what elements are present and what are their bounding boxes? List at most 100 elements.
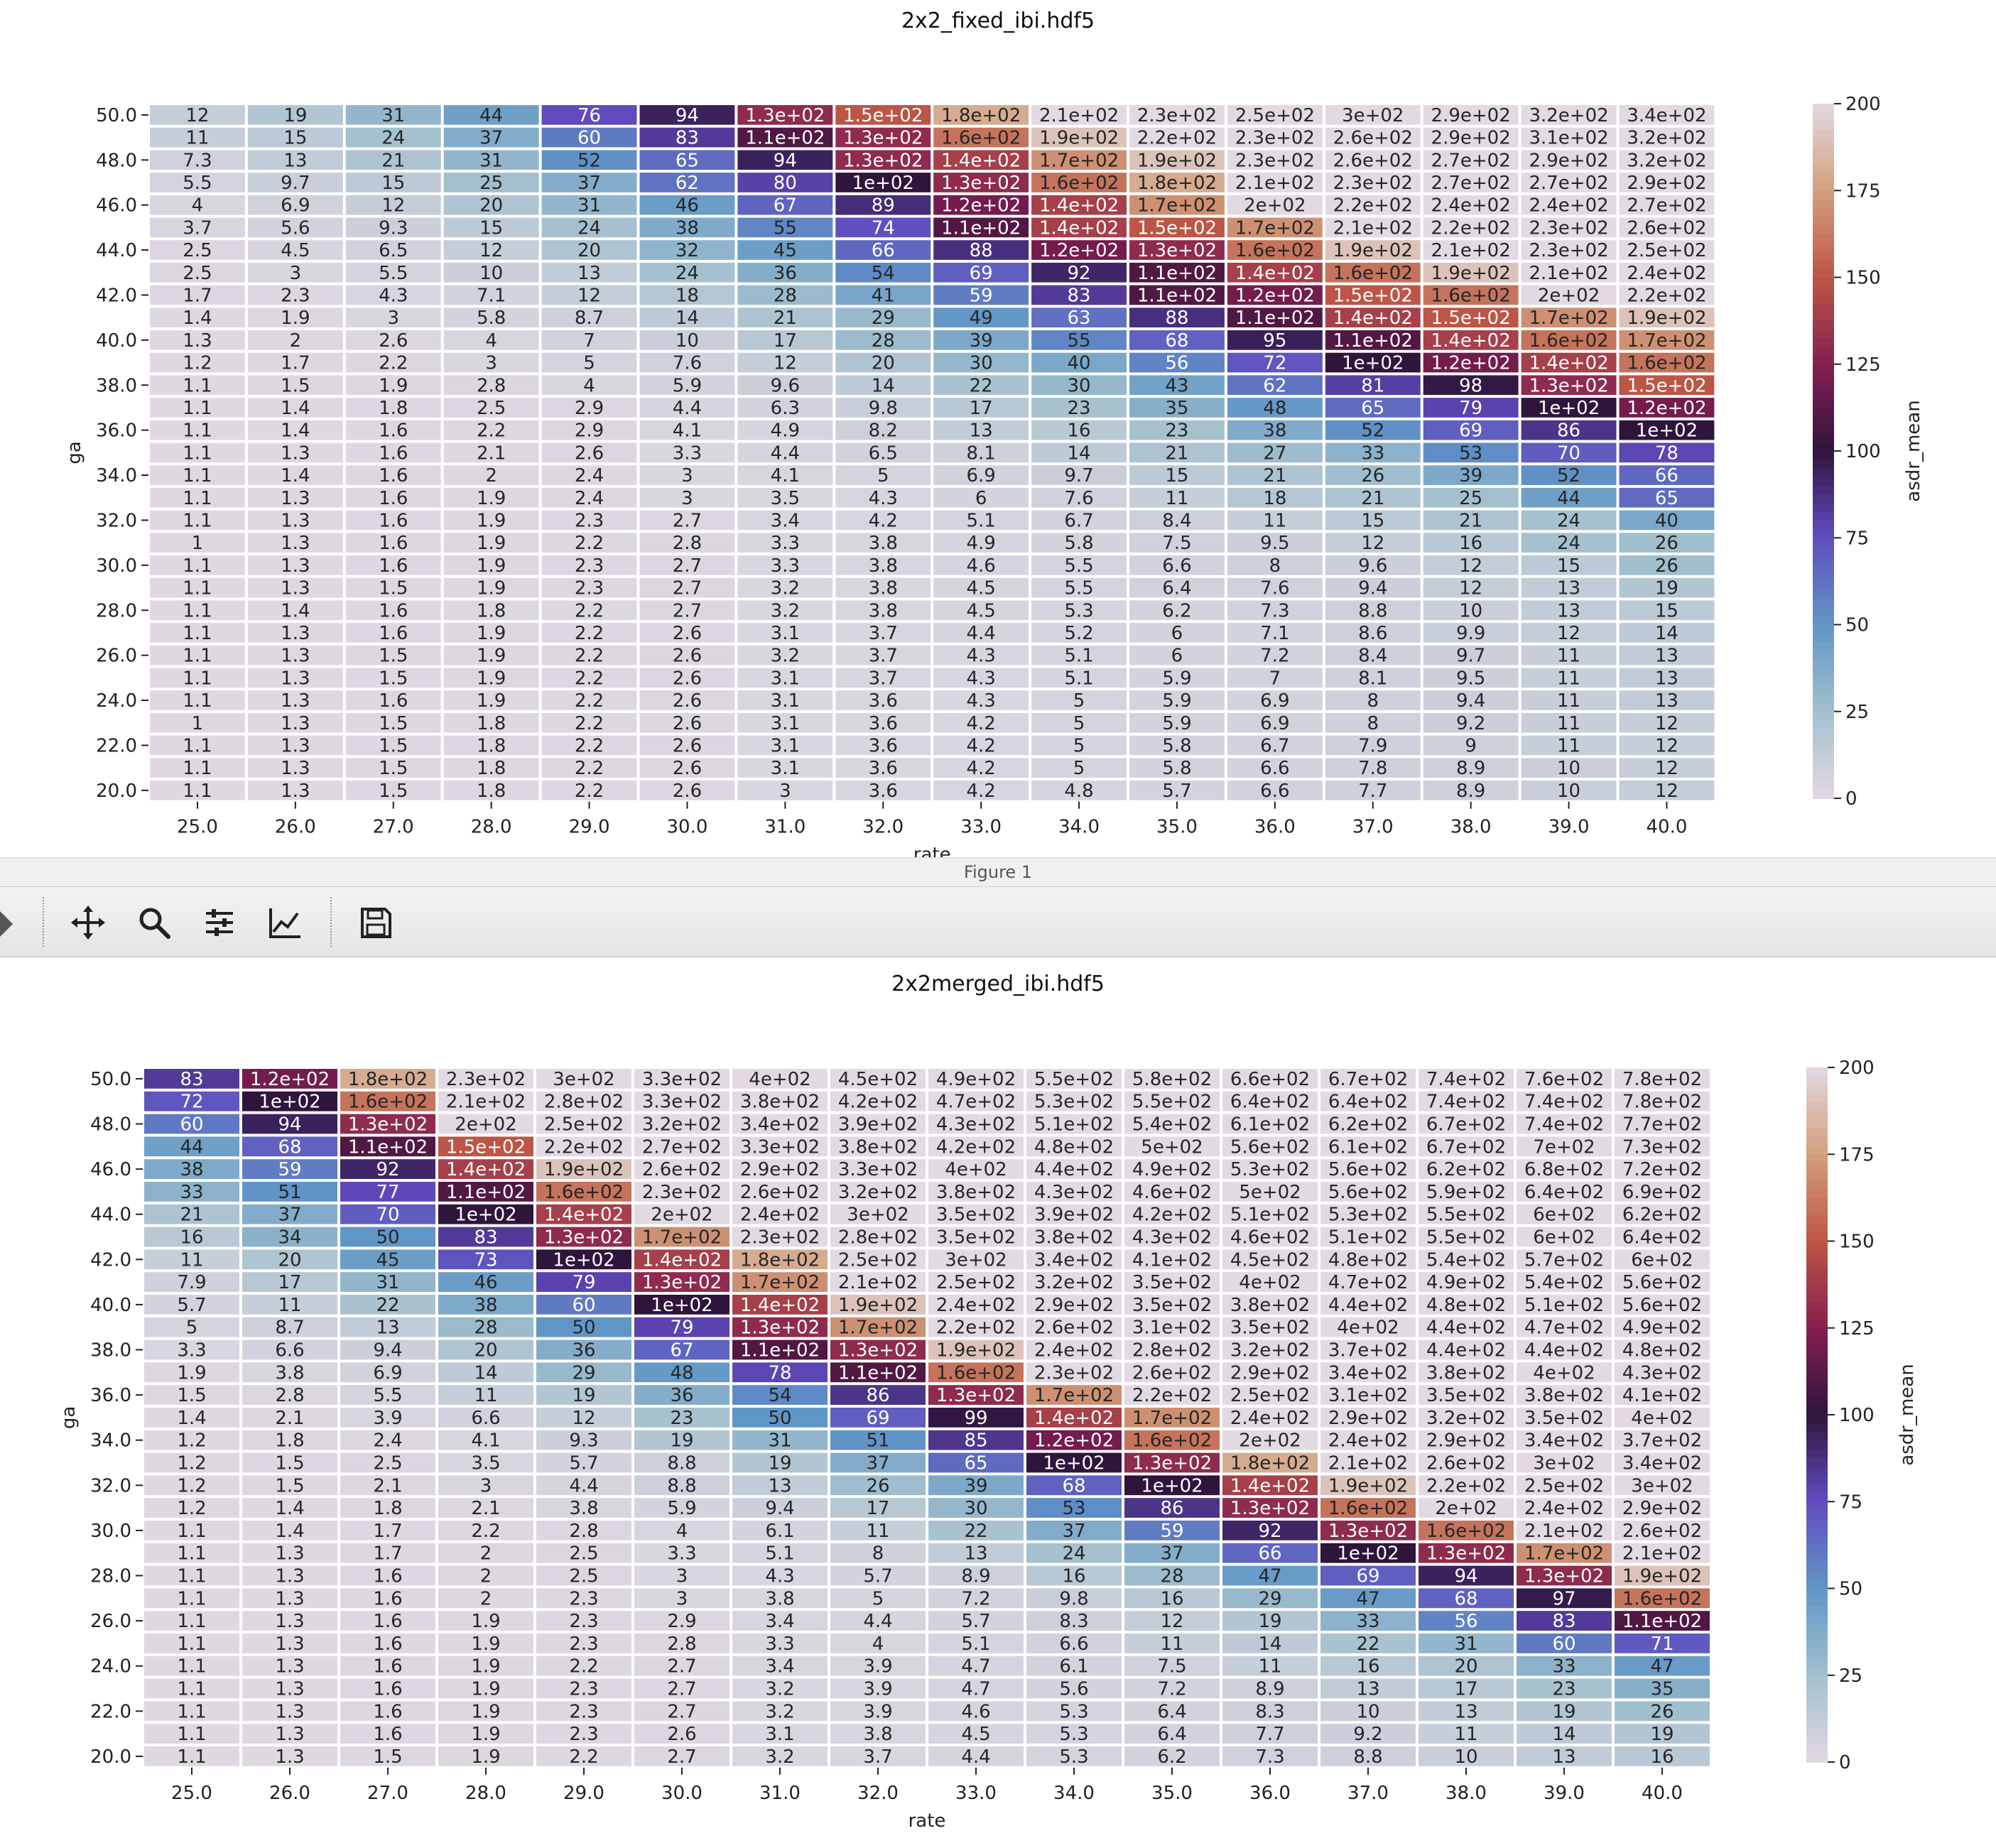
colorbar-segment — [1806, 1553, 1828, 1563]
heatmap-cell — [928, 1724, 1024, 1744]
heatmap-cell — [737, 510, 833, 531]
heatmap-cell — [345, 127, 441, 148]
heatmap-cell — [830, 1317, 926, 1337]
colorbar-segment — [1813, 676, 1834, 687]
cell-value-label: 2.6 — [575, 442, 604, 464]
heatmap-cell — [1521, 442, 1617, 463]
cell-value-label: 83 — [1068, 285, 1091, 306]
heatmap-cell — [933, 173, 1029, 192]
heatmap-cell — [830, 1069, 926, 1089]
heatmap-cell — [933, 555, 1029, 575]
cell-value-label: 2.3e+02 — [740, 1227, 820, 1249]
heatmap-cell — [340, 1204, 435, 1224]
y-tick-label: 40.0 — [90, 1295, 131, 1316]
cell-value-label: 3.4e+02 — [1328, 1362, 1408, 1384]
heatmap-cell — [536, 1701, 631, 1722]
cell-value-label: 1.1e+02 — [348, 1136, 428, 1158]
heatmap-cell — [1521, 375, 1617, 396]
cell-value-label: 3.6 — [869, 758, 898, 779]
edit-axis-button[interactable] — [264, 903, 305, 942]
cell-value-label: 1.4 — [281, 465, 310, 487]
heatmap-cell — [1517, 1069, 1612, 1089]
cell-value-label: 11 — [185, 128, 209, 149]
cell-value-label: 5.9 — [1162, 713, 1191, 734]
heatmap-cell — [1222, 1069, 1318, 1089]
heatmap-cell — [247, 758, 343, 778]
cell-value-label: 2.1 — [275, 1408, 304, 1429]
cell-value-label: 79 — [572, 1272, 595, 1293]
cell-value-label: 2.6 — [673, 623, 702, 644]
heatmap-cell — [443, 330, 539, 350]
heatmap-cell — [1619, 352, 1715, 373]
pan-button[interactable] — [67, 903, 109, 942]
heatmap-cell — [732, 1521, 828, 1540]
cell-value-label: 3.6 — [869, 690, 898, 712]
heatmap-cell — [634, 1746, 729, 1766]
heatmap-cells: 12 19 31 44 76 94 1.3e+02 1.5e+02 1.8e+02 2.1e+02… — [150, 105, 1715, 802]
heatmap-cell — [242, 1385, 337, 1405]
cell-value-label: 5.9 — [673, 375, 702, 396]
cell-value-label: 3.4 — [765, 1611, 794, 1632]
cell-value-label: 2.9e+02 — [740, 1159, 820, 1180]
configure-subplots-button[interactable] — [199, 903, 240, 942]
cell-value-label: 7.3 — [183, 150, 212, 171]
zoom-button[interactable] — [134, 903, 175, 942]
cell-value-label: 1.1 — [183, 398, 212, 419]
colorbar-segment — [1806, 1111, 1828, 1121]
cell-value-label: 2.2 — [575, 600, 604, 621]
cell-value-label: 21 — [1361, 488, 1384, 509]
colorbar-segment — [1813, 294, 1834, 305]
heatmap-cell — [639, 690, 735, 710]
heatmap-cell — [634, 1724, 729, 1744]
cell-value-label: 1.1e+02 — [1137, 263, 1217, 284]
cell-value-label: 7.3 — [1260, 600, 1289, 621]
heatmap-cell — [830, 1295, 926, 1315]
cell-value-label: 6.9 — [281, 195, 310, 217]
heatmap-cell — [1227, 127, 1323, 148]
heatmap-cell — [536, 1227, 631, 1247]
heatmap-cell — [1320, 1385, 1416, 1405]
cell-value-label: 6.2e+02 — [1328, 1114, 1408, 1136]
cell-value-label: 28 — [1160, 1566, 1183, 1587]
cell-value-label: 2.9e+02 — [1529, 150, 1608, 171]
heatmap-cell — [1124, 1634, 1220, 1653]
cell-value-label: 5.6e+02 — [1622, 1272, 1702, 1293]
cell-value-label: 3.4e+02 — [740, 1114, 820, 1136]
cell-value-label: 1.3 — [281, 646, 310, 667]
heatmap-cell — [1615, 1227, 1710, 1247]
heatmap-cell — [1615, 1611, 1710, 1631]
heatmap-cell — [639, 352, 735, 373]
save-button[interactable] — [355, 903, 396, 942]
cell-value-label: 41 — [872, 285, 895, 306]
cell-value-label: 4.9e+02 — [1622, 1317, 1702, 1339]
cell-value-label: 3.5e+02 — [1230, 1317, 1310, 1339]
heatmap-cell — [340, 1182, 435, 1202]
cell-value-label: 83 — [676, 128, 699, 149]
heatmap-cell — [150, 150, 245, 170]
cell-value-label: 78 — [1655, 442, 1678, 464]
heatmap-cell — [639, 240, 735, 260]
cell-value-label: 1.3 — [281, 578, 310, 599]
colorbar-segment — [1813, 702, 1834, 712]
toolbar-separator — [330, 897, 332, 947]
heatmap-cell — [247, 533, 343, 553]
heatmap-cell — [732, 1317, 828, 1337]
cell-value-label: 94 — [278, 1114, 301, 1136]
heatmap-cell — [928, 1656, 1024, 1676]
colorbar-segment — [1813, 607, 1834, 617]
cell-value-label: 4 — [583, 375, 595, 396]
heatmap-cell — [1129, 487, 1225, 508]
heatmap-cell — [1031, 330, 1127, 350]
expand-arrow-icon[interactable] — [0, 911, 13, 937]
heatmap-cell — [438, 1069, 533, 1089]
heatmap-cell — [541, 173, 637, 192]
heatmap-cell — [536, 1724, 631, 1744]
cell-value-label: 1.3 — [281, 510, 310, 531]
heatmap-cell — [438, 1588, 533, 1609]
heatmap-cell — [830, 1678, 926, 1699]
cell-value-label: 1.8 — [477, 735, 506, 756]
cell-value-label: 3.9 — [373, 1408, 402, 1429]
cell-value-label: 1.3e+02 — [941, 173, 1021, 194]
colorbar-segment — [1813, 268, 1834, 278]
heatmap-cell — [1423, 420, 1519, 440]
